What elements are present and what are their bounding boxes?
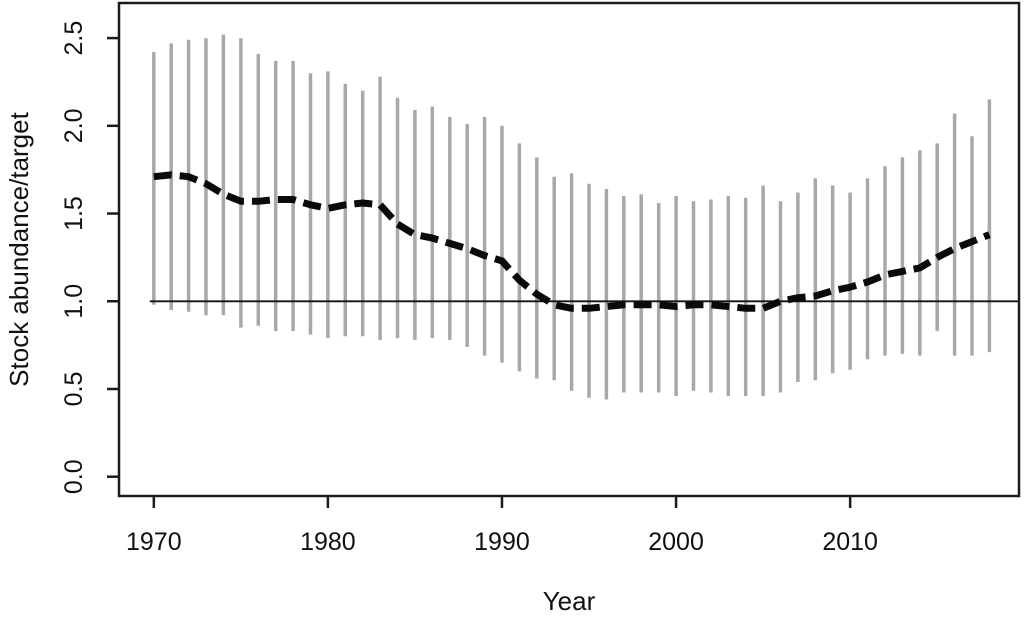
x-tick-label: 1970 (126, 528, 182, 556)
y-tick-label: 2.5 (60, 21, 88, 56)
y-axis-label: Stock abundance/target (4, 111, 34, 386)
x-tick-label: 2010 (822, 528, 878, 556)
y-tick-label: 0.5 (60, 372, 88, 407)
x-tick-label: 1980 (300, 528, 356, 556)
x-axis-label: Year (543, 586, 596, 616)
data-line (153, 171, 991, 312)
x-tick-label: 1990 (474, 528, 530, 556)
x-tick-label: 2000 (648, 528, 704, 556)
y-tick-label: 1.5 (60, 196, 88, 231)
y-tick-label: 2.0 (60, 108, 88, 143)
plot-frame (117, 1, 1021, 498)
y-tick-label: 1.0 (60, 284, 88, 319)
y-tick-label: 0.0 (60, 459, 88, 494)
